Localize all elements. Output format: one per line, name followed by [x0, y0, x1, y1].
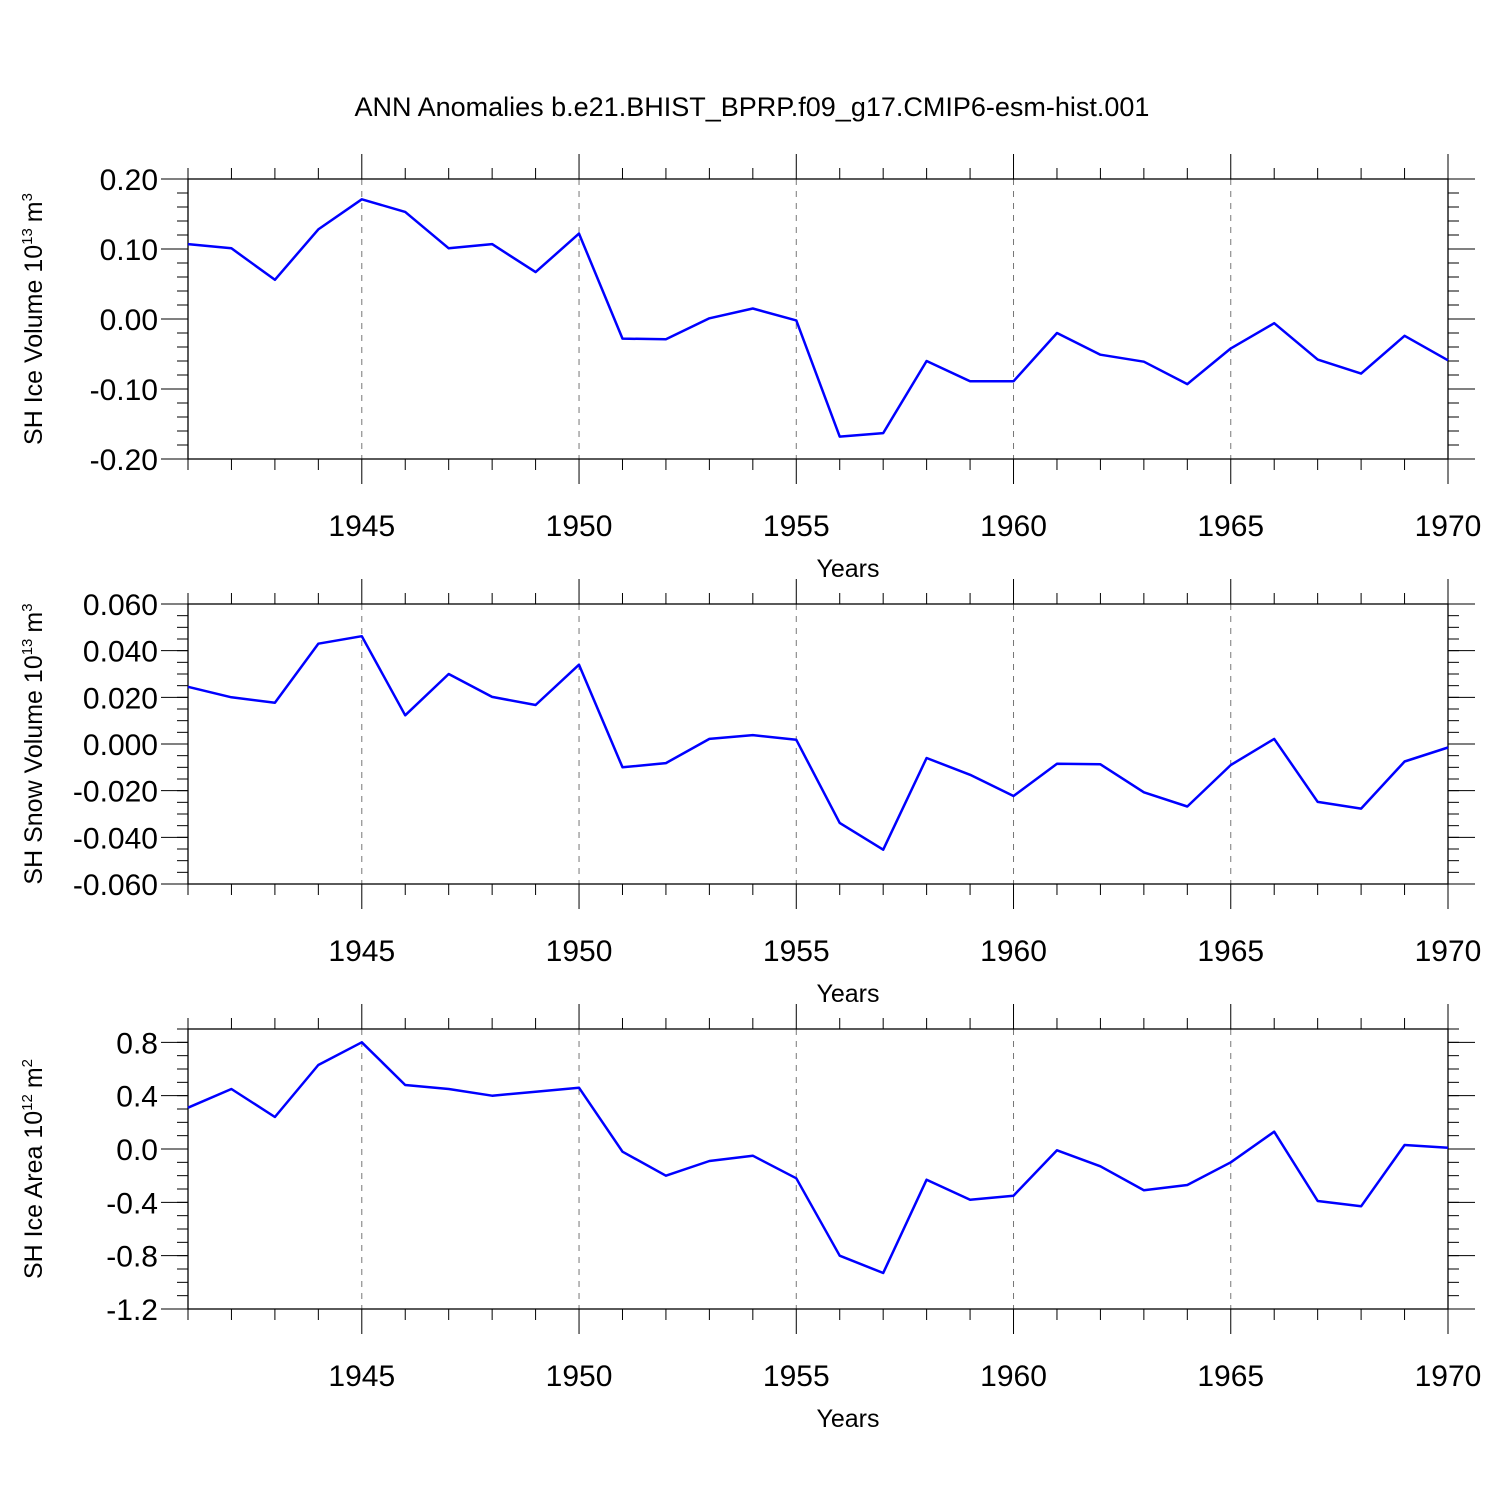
y-tick-label: -0.060 [73, 869, 158, 902]
panel-snow-volume: -0.060 -0.040 -0.020 0.000 0.020 0.040 0.060 19… [19, 579, 1481, 1008]
x-tick-label: 1960 [980, 935, 1047, 968]
y-tick-label: -0.8 [106, 1241, 158, 1274]
x-tick-label: 1950 [546, 935, 613, 968]
x-tick-label: 1945 [328, 935, 395, 968]
panel-ice-area: -1.2 -0.8 -0.4 0.0 0.4 0.8 1945 1950 1955 1960 196… [19, 1004, 1481, 1433]
y-tick-label: 0.8 [116, 1027, 158, 1060]
x-tick-label: 1965 [1197, 935, 1264, 968]
plot-frame [187, 603, 1449, 885]
y-tick-label: 0.0 [116, 1134, 158, 1167]
x-tick-label: 1960 [980, 510, 1047, 543]
x-tick-label: 1955 [763, 935, 830, 968]
plot-frame [187, 178, 1449, 460]
series-line-ice-area [187, 1041, 1449, 1275]
series-line-snow-volume [187, 634, 1449, 851]
y-tick-label: -0.20 [90, 444, 158, 477]
x-axis-label: Years [816, 980, 879, 1008]
x-axis-label: Years [816, 555, 879, 583]
x-tick-label: 1950 [546, 1360, 613, 1393]
y-axis-label: SH Snow Volume 1013m3 [19, 603, 48, 884]
y-axis-label: SH Ice Volume 1013m3 [19, 193, 48, 445]
y-tick-label: -0.020 [73, 776, 158, 809]
x-tick-label: 1970 [1415, 510, 1482, 543]
y-tick-label: 0.00 [100, 304, 158, 337]
x-tick-label: 1960 [980, 1360, 1047, 1393]
plot-frame [187, 1028, 1449, 1310]
x-tick-label: 1950 [546, 510, 613, 543]
y-tick-label: -0.040 [73, 822, 158, 855]
y-tick-label: 0.20 [100, 164, 158, 197]
figure-title: ANN Anomalies b.e21.BHIST_BPRP.f09_g17.C… [355, 92, 1150, 122]
x-tick-label: 1970 [1415, 935, 1482, 968]
y-tick-label: 0.020 [83, 682, 158, 715]
panel-ice-volume: -0.20 -0.10 0.00 0.10 0.20 1945 1950 1955 1960 19… [19, 154, 1481, 583]
x-tick-label: 1955 [763, 1360, 830, 1393]
y-tick-label: 0.060 [83, 589, 158, 622]
x-axis-label: Years [816, 1405, 879, 1433]
y-tick-label: -0.4 [106, 1187, 158, 1220]
y-tick-label: 0.000 [83, 729, 158, 762]
y-tick-label: 0.4 [116, 1081, 158, 1114]
x-tick-label: 1970 [1415, 1360, 1482, 1393]
y-tick-label: 0.040 [83, 636, 158, 669]
series-line-ice-volume [187, 198, 1449, 438]
y-tick-label: 0.10 [100, 234, 158, 267]
y-axis-label: SH Ice Area 1012m2 [19, 1059, 48, 1279]
y-tick-label: -0.10 [90, 374, 158, 407]
x-tick-label: 1965 [1197, 510, 1264, 543]
x-tick-label: 1965 [1197, 1360, 1264, 1393]
x-tick-label: 1945 [328, 1360, 395, 1393]
x-tick-label: 1945 [328, 510, 395, 543]
y-tick-label: -1.2 [106, 1294, 158, 1327]
x-tick-label: 1955 [763, 510, 830, 543]
